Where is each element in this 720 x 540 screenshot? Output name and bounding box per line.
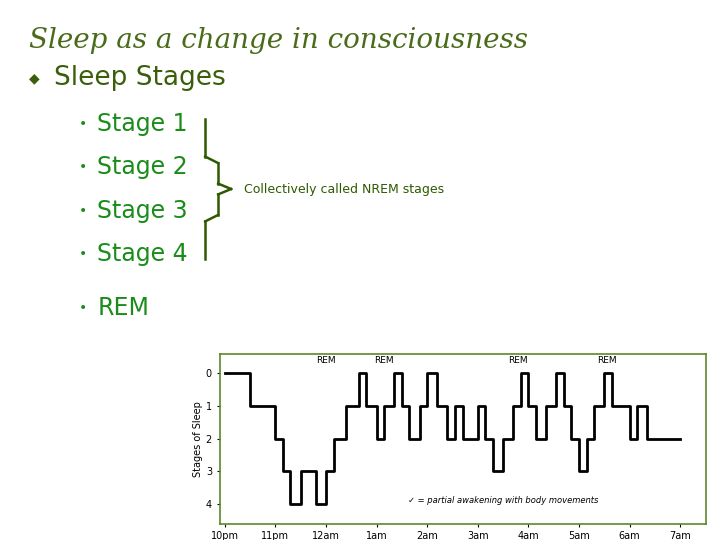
Text: REM: REM: [597, 356, 617, 365]
Text: Stage 3: Stage 3: [97, 199, 188, 222]
Text: •: •: [78, 247, 87, 261]
Text: Collectively called NREM stages: Collectively called NREM stages: [244, 183, 444, 195]
Text: ✓ = partial awakening with body movements: ✓ = partial awakening with body movement…: [408, 496, 598, 505]
Text: •: •: [78, 204, 87, 218]
Text: Sleep as a change in consciousness: Sleep as a change in consciousness: [29, 27, 528, 54]
Text: Stage 4: Stage 4: [97, 242, 188, 266]
Text: REM: REM: [316, 356, 336, 365]
Y-axis label: Stages of Sleep: Stages of Sleep: [193, 401, 203, 477]
Text: ◆: ◆: [29, 71, 40, 85]
Text: Stage 2: Stage 2: [97, 156, 188, 179]
Text: •: •: [78, 160, 87, 174]
Text: Sleep Stages: Sleep Stages: [54, 65, 226, 91]
Text: REM: REM: [374, 356, 394, 365]
Text: REM: REM: [508, 356, 528, 365]
Text: •: •: [78, 117, 87, 131]
Text: Stage 1: Stage 1: [97, 112, 188, 136]
Text: •: •: [78, 301, 87, 315]
Text: REM: REM: [97, 296, 149, 320]
